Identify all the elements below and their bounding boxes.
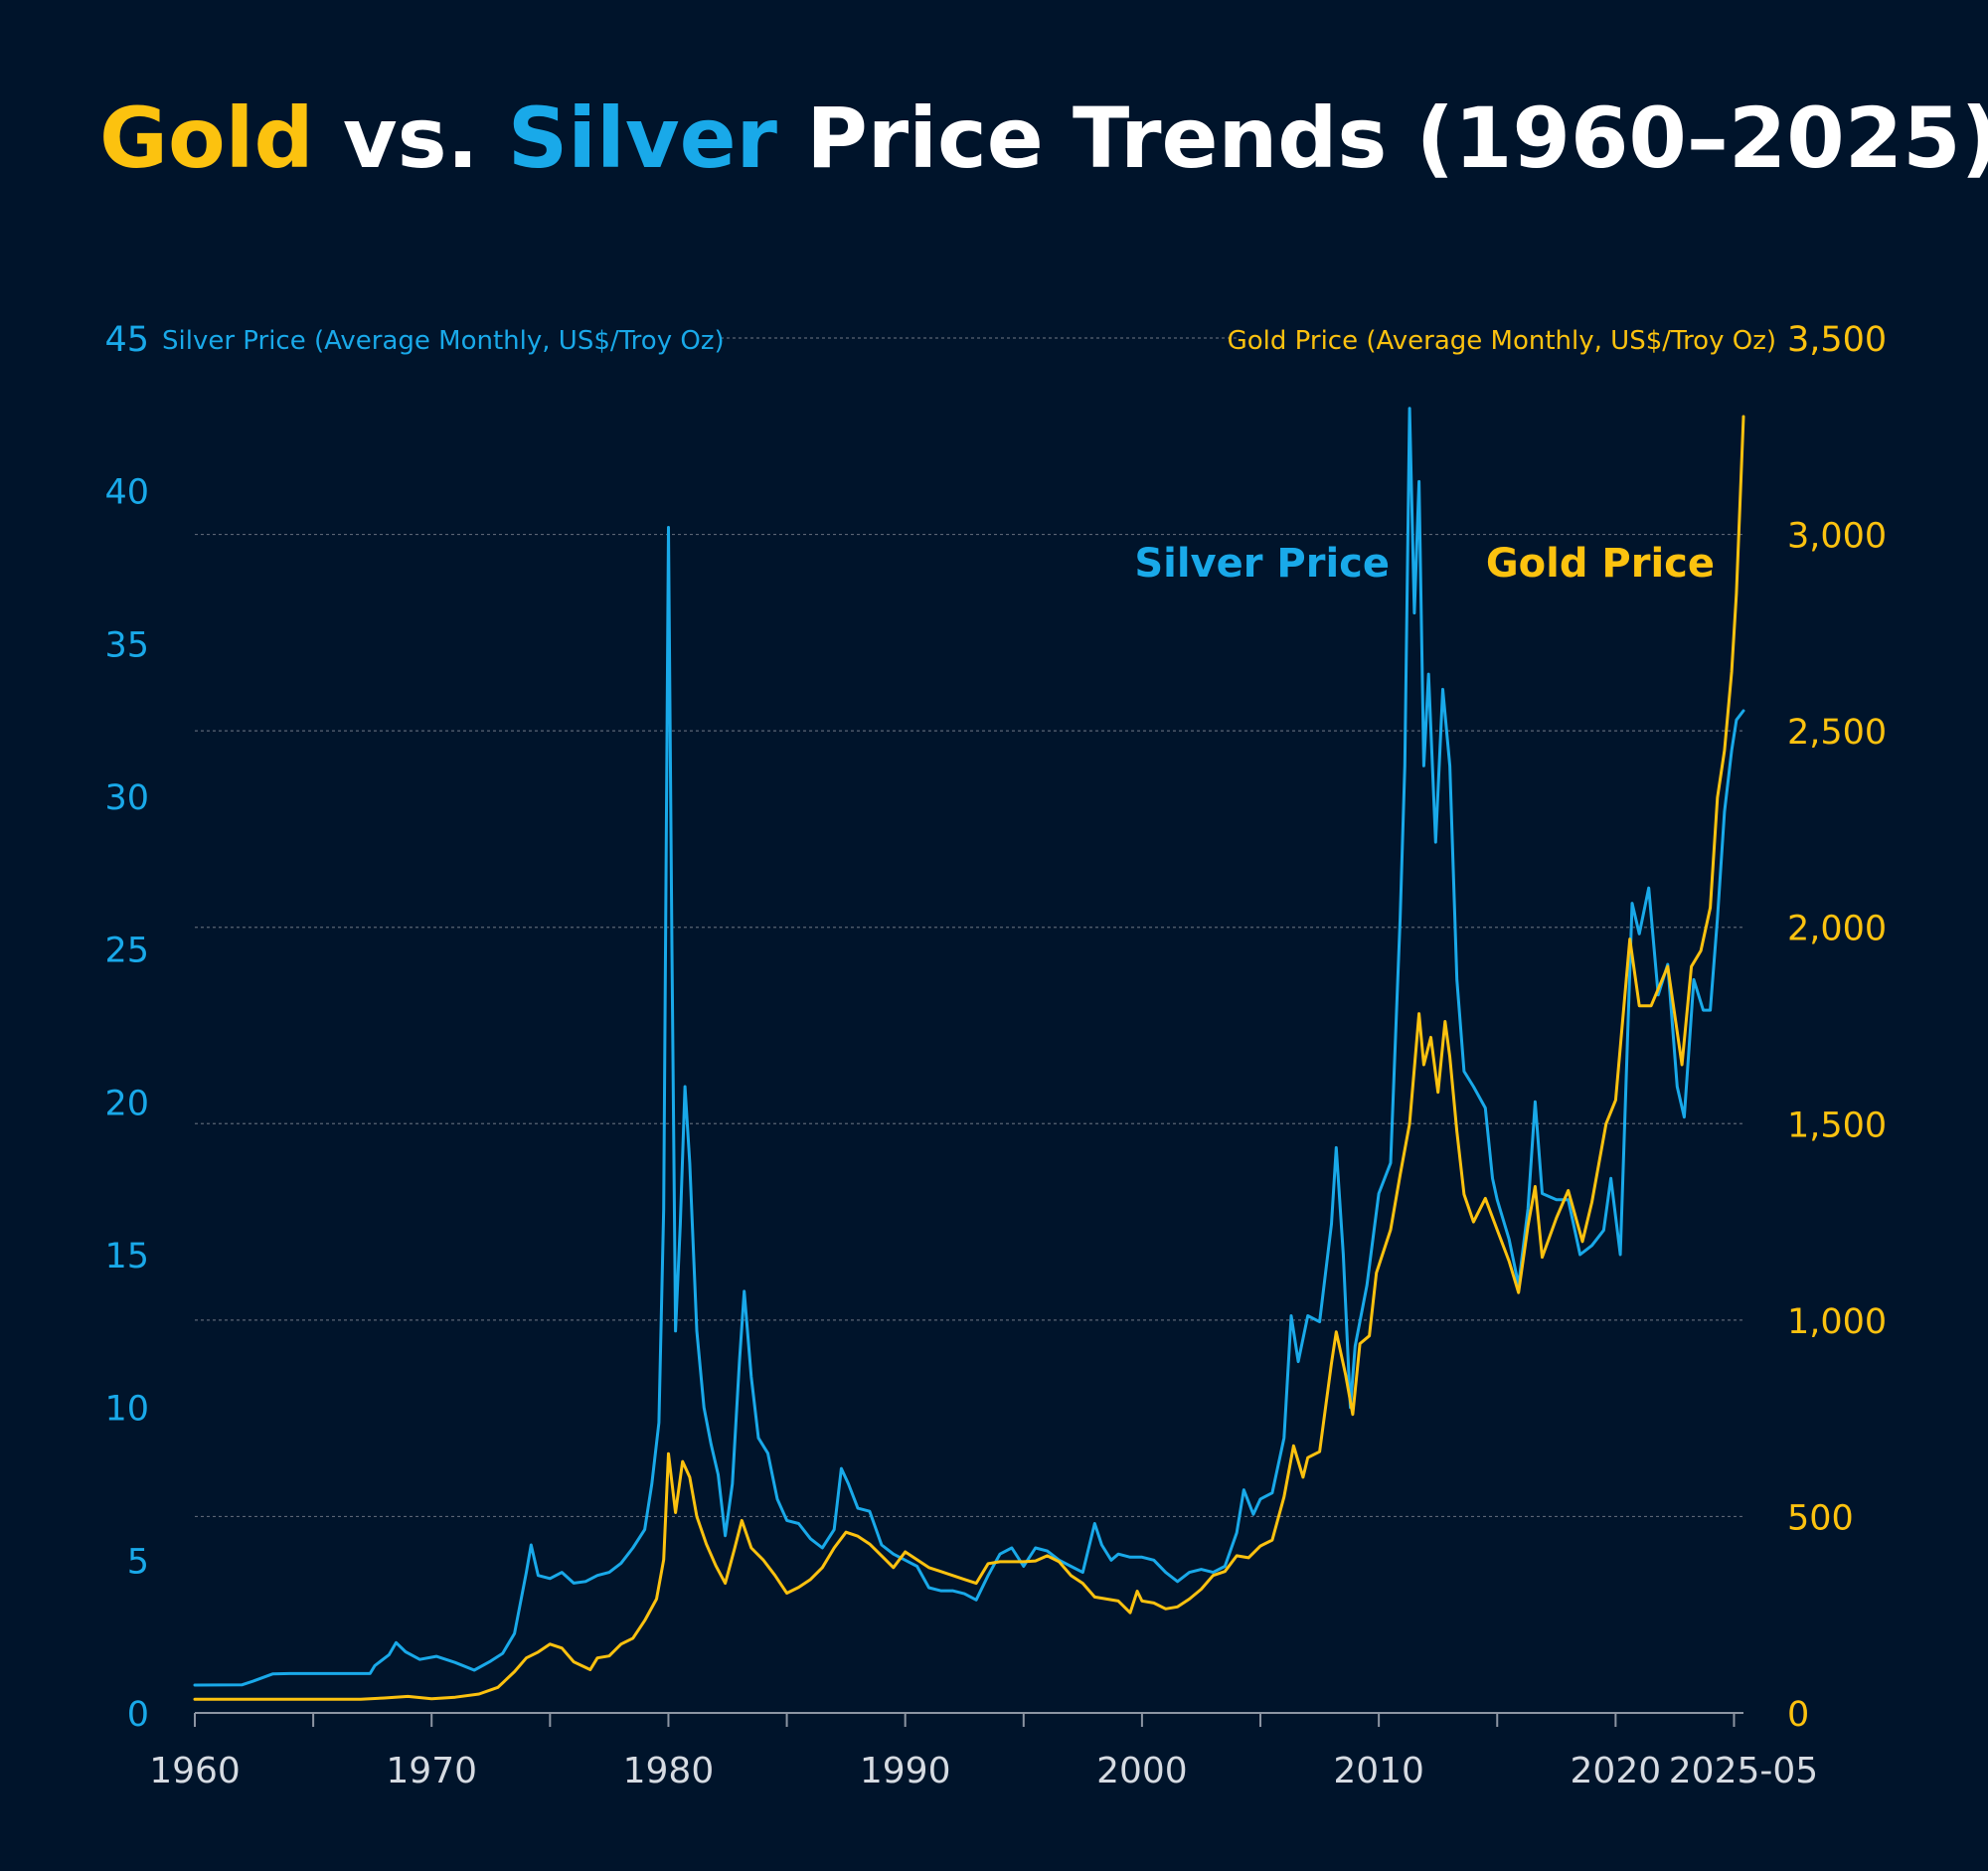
y-right-axis-title: Gold Price (Average Monthly, US$/Troy Oz… (1228, 326, 1776, 356)
title-vs-word: vs. (314, 89, 508, 187)
y-left-tick-label: 30 (104, 778, 149, 818)
y-left-tick-label: 35 (104, 625, 149, 665)
labels: 1960 1970 1980 1990 2000 2010 2020 2025-05 0 5 10 1… (104, 320, 1887, 1791)
title-rest: Price Trends (1960–2025) (777, 89, 1988, 187)
gold-price-annotation: Gold Price (1486, 541, 1715, 587)
x-tick-label: 2020 (1571, 1751, 1662, 1791)
chart-title: Gold vs. Silver Price Trends (1960–2025) (99, 89, 1988, 187)
y-left-tick-label: 0 (127, 1695, 149, 1735)
y-left-tick-label: 10 (104, 1390, 149, 1430)
y-right-tick-label: 2,000 (1787, 910, 1887, 949)
y-left-tick-label: 45 (104, 320, 149, 360)
x-tick-label: 1970 (386, 1751, 477, 1791)
grid-lines (195, 337, 1743, 1518)
x-tick-label: 2010 (1333, 1751, 1424, 1791)
y-left-axis-title: Silver Price (Average Monthly, US$/Troy … (162, 326, 725, 356)
axes (194, 1712, 1743, 1727)
series (193, 407, 1745, 1701)
y-left-tick-label: 40 (104, 473, 149, 513)
x-tick-label: 2025-05 (1669, 1751, 1818, 1791)
y-left-tick-label: 15 (104, 1237, 149, 1276)
y-right-tick-label: 3,500 (1787, 320, 1887, 360)
title-gold-word: Gold (99, 89, 314, 187)
y-right-tick-label: 2,500 (1787, 713, 1887, 753)
silver-price-annotation: Silver Price (1134, 541, 1390, 587)
x-tick-label: 2000 (1096, 1751, 1188, 1791)
y-right-tick-label: 1,000 (1787, 1302, 1887, 1342)
y-right-tick-label: 0 (1787, 1695, 1809, 1735)
y-right-tick-label: 1,500 (1787, 1106, 1887, 1145)
y-left-tick-label: 5 (127, 1542, 149, 1582)
title-silver-word: Silver (508, 89, 778, 187)
x-tick-label: 1980 (623, 1751, 715, 1791)
silver-price-line (193, 407, 1745, 1687)
y-right-tick-label: 3,000 (1787, 517, 1887, 557)
y-right-tick-label: 500 (1787, 1498, 1854, 1538)
y-left-tick-label: 20 (104, 1084, 149, 1123)
x-tick-label: 1960 (149, 1751, 241, 1791)
y-left-tick-label: 25 (104, 932, 149, 971)
gold-price-line (193, 415, 1745, 1701)
x-tick-label: 1990 (860, 1751, 951, 1791)
